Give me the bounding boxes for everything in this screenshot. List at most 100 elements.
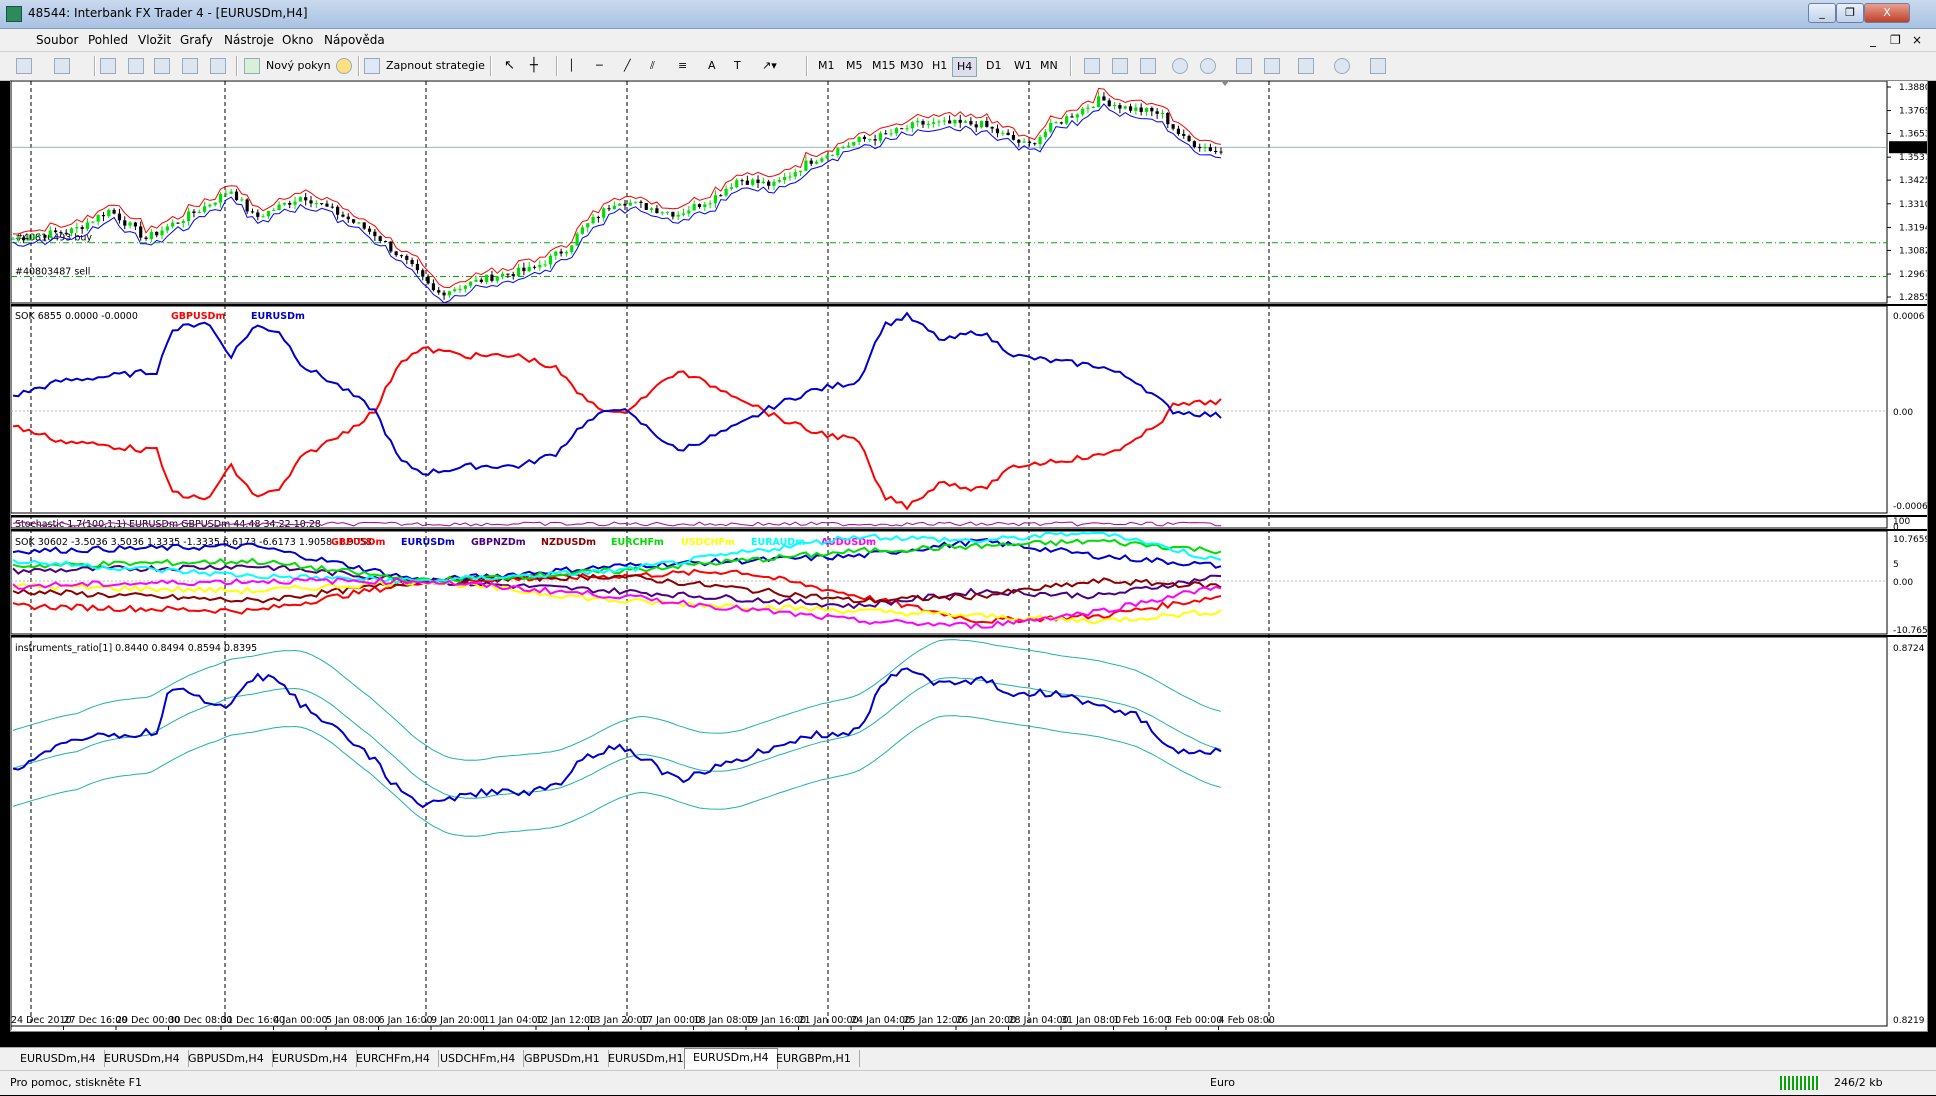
tab-gbpusdm-h4[interactable]: GBPUSDm,H4 [180, 1050, 273, 1067]
candle-body [11, 238, 15, 240]
tf-w1[interactable]: W1 [1014, 59, 1032, 72]
candle-body [862, 136, 867, 140]
candle-body [250, 211, 255, 213]
vertical-line-icon[interactable]: │ [568, 59, 575, 72]
channel-icon[interactable]: ⫽ [650, 59, 655, 72]
text-label-icon[interactable]: T [734, 59, 741, 72]
panel-1-frame [11, 305, 1888, 514]
tf-m30[interactable]: M30 [900, 59, 924, 72]
new-order-icon[interactable] [244, 58, 260, 74]
mdi-close-button[interactable]: × [1912, 33, 1923, 47]
crosshair-icon[interactable]: ┼ [530, 58, 538, 73]
candle-body [793, 172, 797, 177]
candle-body [1075, 114, 1079, 118]
bar-chart-icon[interactable] [1084, 58, 1100, 74]
candle-body [32, 236, 36, 239]
tab-eurusdm-h4[interactable]: EURUSDm,H4 [12, 1050, 105, 1067]
candle-body [1144, 107, 1149, 112]
zoom-out-icon[interactable] [1200, 58, 1216, 74]
candle-body [852, 141, 856, 146]
tester-icon[interactable] [210, 58, 226, 74]
profiles-icon[interactable] [54, 58, 70, 74]
price-axis-label: 1.34255 [1899, 176, 1927, 186]
candle-body [798, 170, 803, 173]
tab-eurusdm-h4[interactable]: EURUSDm,H4 [684, 1048, 778, 1069]
arrows-icon[interactable]: ↗▾ [762, 59, 777, 72]
menu-pohled[interactable]: Pohled [88, 33, 129, 47]
tab-eurgbpm-h1[interactable]: EURGBPm,H1 [768, 1050, 860, 1067]
navigator-icon[interactable] [128, 58, 144, 74]
horizontal-line-icon[interactable]: ─ [596, 59, 603, 72]
line-chart-icon[interactable] [1140, 58, 1156, 74]
candle-body [479, 279, 483, 282]
candle-body [1054, 122, 1058, 124]
tab-eurusdm-h1[interactable]: EURUSDm,H1 [600, 1050, 693, 1067]
chart-window[interactable]: 1.38800 1.37650 1.36530 1.35375 1.34255 1.331… [10, 80, 1928, 1032]
tab-eurusdm-h4[interactable]: EURUSDm,H4 [96, 1050, 189, 1067]
mdi-restore-button[interactable]: ❐ [1890, 33, 1901, 47]
tf-m5[interactable]: M5 [846, 59, 863, 72]
tab-usdchfm-h4[interactable]: USDCHFm,H4 [432, 1050, 525, 1067]
candle-body [559, 251, 563, 254]
new-order-button[interactable]: Nový pokyn [266, 59, 331, 72]
tab-eurusdm-h4[interactable]: EURUSDm,H4 [264, 1050, 357, 1067]
candle-body [123, 220, 127, 226]
candle-body [703, 204, 707, 208]
restore-button[interactable]: ❐ [1836, 3, 1864, 23]
tf-mn[interactable]: MN [1040, 59, 1058, 72]
sok-multi-legend-0: GBPUSDm [331, 537, 385, 548]
tf-m15[interactable]: M15 [872, 59, 896, 72]
indicators-icon[interactable] [1298, 58, 1314, 74]
candle-body [543, 264, 547, 266]
candle-body [346, 216, 350, 220]
favorites-icon[interactable] [154, 58, 170, 74]
menu-okno[interactable]: Okno [282, 33, 314, 47]
minimize-button[interactable]: _ [1808, 3, 1836, 23]
metaeditor-icon[interactable] [336, 58, 352, 74]
strategy-toggle-button[interactable]: Zapnout strategie [386, 59, 485, 72]
price-axis-label: 1.36530 [1899, 130, 1927, 140]
candle-body [963, 121, 968, 123]
autoscroll-icon[interactable] [1236, 58, 1252, 74]
menu-napoveda[interactable]: Nápověda [324, 33, 385, 47]
chart-shift-icon[interactable] [1264, 58, 1280, 74]
templates-icon[interactable] [1370, 58, 1386, 74]
expert-advisors-icon[interactable] [364, 58, 380, 74]
candle-body [830, 155, 835, 157]
candle-body [735, 180, 739, 188]
envelope-upper-line [12, 87, 1222, 289]
candlestick-icon[interactable] [1112, 58, 1128, 74]
candle-body [990, 126, 994, 129]
candle-body [979, 120, 984, 128]
tab-gbpusdm-h1[interactable]: GBPUSDm,H1 [516, 1050, 609, 1067]
menu-soubor[interactable]: Soubor [36, 33, 79, 47]
tf-h1[interactable]: H1 [932, 59, 948, 72]
tf-h4[interactable]: H4 [952, 57, 978, 77]
new-chart-icon[interactable] [16, 58, 32, 74]
text-icon[interactable]: A [708, 59, 716, 72]
cursor-icon[interactable]: ↖ [504, 58, 515, 73]
trendline-icon[interactable]: ╱ [624, 59, 631, 72]
chart-canvas[interactable]: 1.38800 1.37650 1.36530 1.35375 1.34255 1.331… [11, 81, 1927, 1031]
menu-vlozit[interactable]: Vložit [138, 33, 172, 47]
sok-legend-1: EURUSDm [251, 311, 305, 322]
periods-icon[interactable] [1334, 58, 1350, 74]
menu-grafy[interactable]: Grafy [180, 33, 213, 47]
candle-body [426, 276, 430, 284]
candle-body [1038, 137, 1042, 145]
close-button[interactable]: X [1864, 3, 1910, 23]
candle-body [708, 203, 712, 205]
candle-body [341, 214, 345, 217]
mdi-minimize-button[interactable]: _ [1870, 33, 1876, 47]
tf-m1[interactable]: M1 [818, 59, 835, 72]
terminal-icon[interactable] [182, 58, 198, 74]
menu-nastroje[interactable]: Nástroje [224, 33, 275, 47]
tf-d1[interactable]: D1 [986, 59, 1002, 72]
ratio-header: instruments_ratio[1] 0.8440 0.8494 0.859… [15, 643, 257, 654]
market-watch-icon[interactable] [100, 58, 116, 74]
candle-body [261, 216, 265, 218]
candle-body [463, 285, 467, 289]
fibonacci-icon[interactable]: ≡ [678, 59, 688, 72]
zoom-in-icon[interactable] [1172, 58, 1188, 74]
tab-eurchfm-h4[interactable]: EURCHFm,H4 [348, 1050, 439, 1067]
